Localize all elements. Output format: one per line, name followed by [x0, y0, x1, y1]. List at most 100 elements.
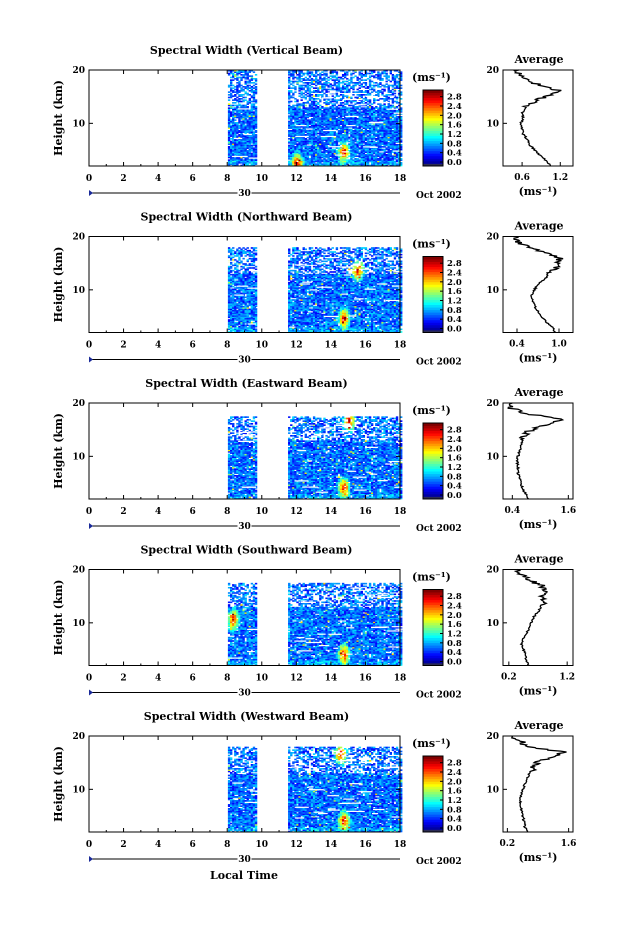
colorbar-tick-label: 2.8: [447, 592, 462, 602]
colorbar-tick-label: 1.2: [447, 630, 462, 640]
x-axis-label: Local Time: [210, 869, 278, 882]
colorbar: 0.00.40.81.21.62.02.42.8: [422, 89, 462, 168]
heatmap-cells: [227, 416, 404, 500]
x-tick-label: 0: [86, 174, 92, 184]
average-panel: Average 10 20 0.2 1.6(ms⁻¹): [486, 719, 576, 864]
x-tick-label: 16: [359, 341, 372, 351]
colorbar-tick-label: 2.4: [447, 435, 462, 445]
y-axis-label: Height (km): [52, 746, 65, 822]
panel-title: Spectral Width (Westward Beam): [144, 710, 349, 723]
average-profile-line: [513, 69, 562, 167]
average-x-axis-label: (ms⁻¹): [519, 352, 558, 365]
colorbar-tick-label: 0.0: [447, 824, 462, 834]
colorbar-tick-label: 2.8: [447, 93, 462, 103]
x-tick-label: 6: [190, 674, 196, 684]
day-label: 30: [238, 356, 251, 366]
x-tick-label: 6: [190, 840, 196, 850]
x-tick-label: 4: [155, 674, 161, 684]
beam-panel: Spectral Width (Eastward Beam) 0 2 4 6 8 10 12 1…: [52, 377, 576, 534]
colorbar-tick-label: 0.8: [447, 306, 462, 316]
x-tick-label: 18: [394, 174, 407, 184]
average-profile-line: [507, 402, 565, 500]
average-y-tick-label: 10: [486, 119, 499, 129]
y-tick-label: 20: [72, 732, 85, 742]
beam-panel: Spectral Width (Southward Beam) 0 2 4 6 8 10 12…: [52, 544, 575, 701]
average-title: Average: [513, 386, 563, 399]
day-label: 30: [238, 689, 251, 699]
average-x-axis-label: (ms⁻¹): [519, 518, 558, 531]
average-x-tick-label: 0.6: [514, 173, 530, 183]
x-tick-label: 14: [325, 174, 338, 184]
x-tick-label: 18: [394, 341, 407, 351]
colorbar-unit-label: (ms⁻¹): [412, 71, 451, 84]
x-tick-label: 16: [359, 174, 372, 184]
x-tick-label: 14: [325, 840, 338, 850]
day-label: 30: [238, 855, 251, 865]
average-y-tick-label: 10: [486, 452, 499, 462]
x-tick-label: 14: [325, 674, 338, 684]
y-tick-label: 20: [72, 66, 85, 76]
x-tick-label: 4: [155, 840, 161, 850]
x-tick-label: 2: [120, 341, 126, 351]
average-x-tick-label: 1.6: [561, 839, 577, 849]
day-start-marker: [89, 356, 93, 363]
average-x-axis-label: (ms⁻¹): [519, 685, 558, 698]
x-tick-label: 4: [155, 341, 161, 351]
y-tick-label: 20: [72, 399, 85, 409]
colorbar-tick-label: 1.2: [447, 297, 462, 307]
colorbar-tick-label: 0.0: [447, 491, 462, 501]
x-tick-label: 10: [256, 174, 269, 184]
average-y-tick-label: 20: [486, 233, 499, 243]
date-label: Oct 2002: [416, 857, 462, 867]
average-panel: Average 10 20 0.2 1.2(ms⁻¹): [486, 553, 575, 698]
x-tick-label: 8: [224, 174, 230, 184]
day-start-marker: [89, 856, 93, 862]
y-tick-label: 10: [72, 119, 85, 129]
y-tick-label: 10: [72, 785, 85, 795]
day-label: 30: [238, 522, 251, 532]
average-panel: Average 10 20 0.4 1.6(ms⁻¹): [486, 386, 576, 531]
colorbar-tick-label: 2.0: [447, 278, 462, 288]
x-tick-label: 18: [394, 507, 407, 517]
average-x-tick-label: 1.2: [559, 673, 575, 683]
average-panel: Average 10 20 0.6 1.2 (ms⁻¹): [486, 53, 574, 198]
colorbar-tick-label: 2.8: [447, 426, 462, 436]
average-x-tick-label: 1.6: [560, 506, 576, 516]
colorbar-tick-label: 2.0: [447, 111, 462, 121]
average-title: Average: [513, 220, 563, 233]
colorbar-unit-label: (ms⁻¹): [412, 238, 451, 251]
average-profile-line: [513, 568, 548, 667]
x-tick-label: 6: [190, 341, 196, 351]
x-tick-label: 18: [394, 840, 407, 850]
average-y-tick-label: 20: [486, 732, 499, 742]
average-y-tick-label: 20: [486, 566, 499, 576]
y-axis-label: Height (km): [52, 80, 65, 156]
colorbar-tick-label: 1.6: [447, 787, 462, 797]
colorbar-tick-label: 1.6: [447, 121, 462, 131]
x-tick-label: 8: [224, 341, 230, 351]
average-title: Average: [513, 553, 563, 566]
date-label: Oct 2002: [416, 191, 462, 201]
date-label: Oct 2002: [416, 524, 462, 534]
colorbar: 0.00.40.81.21.62.02.42.8: [422, 422, 462, 501]
colorbar-tick-label: 1.6: [447, 620, 462, 630]
colorbar-tick-label: 2.8: [447, 759, 462, 769]
colorbar-tick-label: 0.4: [447, 482, 462, 492]
x-tick-label: 8: [224, 840, 230, 850]
average-frame: [502, 69, 574, 167]
panel-title: Spectral Width (Eastward Beam): [145, 377, 347, 390]
x-tick-label: 8: [224, 674, 230, 684]
average-y-tick-label: 10: [486, 286, 499, 296]
colorbar-tick-label: 0.0: [447, 325, 462, 335]
y-axis-label: Height (km): [52, 580, 65, 656]
x-tick-label: 14: [325, 507, 338, 517]
colorbar-tick-label: 1.6: [447, 454, 462, 464]
average-x-tick-label: 0.2: [500, 839, 516, 849]
x-tick-label: 10: [256, 840, 269, 850]
colorbar-tick-label: 2.4: [447, 269, 462, 279]
colorbar-tick-label: 1.6: [447, 287, 462, 297]
colorbar-tick-label: 2.0: [447, 444, 462, 454]
average-x-axis-label: (ms⁻¹): [519, 185, 558, 198]
x-tick-label: 18: [394, 674, 407, 684]
average-x-tick-label: 1.0: [551, 340, 567, 350]
